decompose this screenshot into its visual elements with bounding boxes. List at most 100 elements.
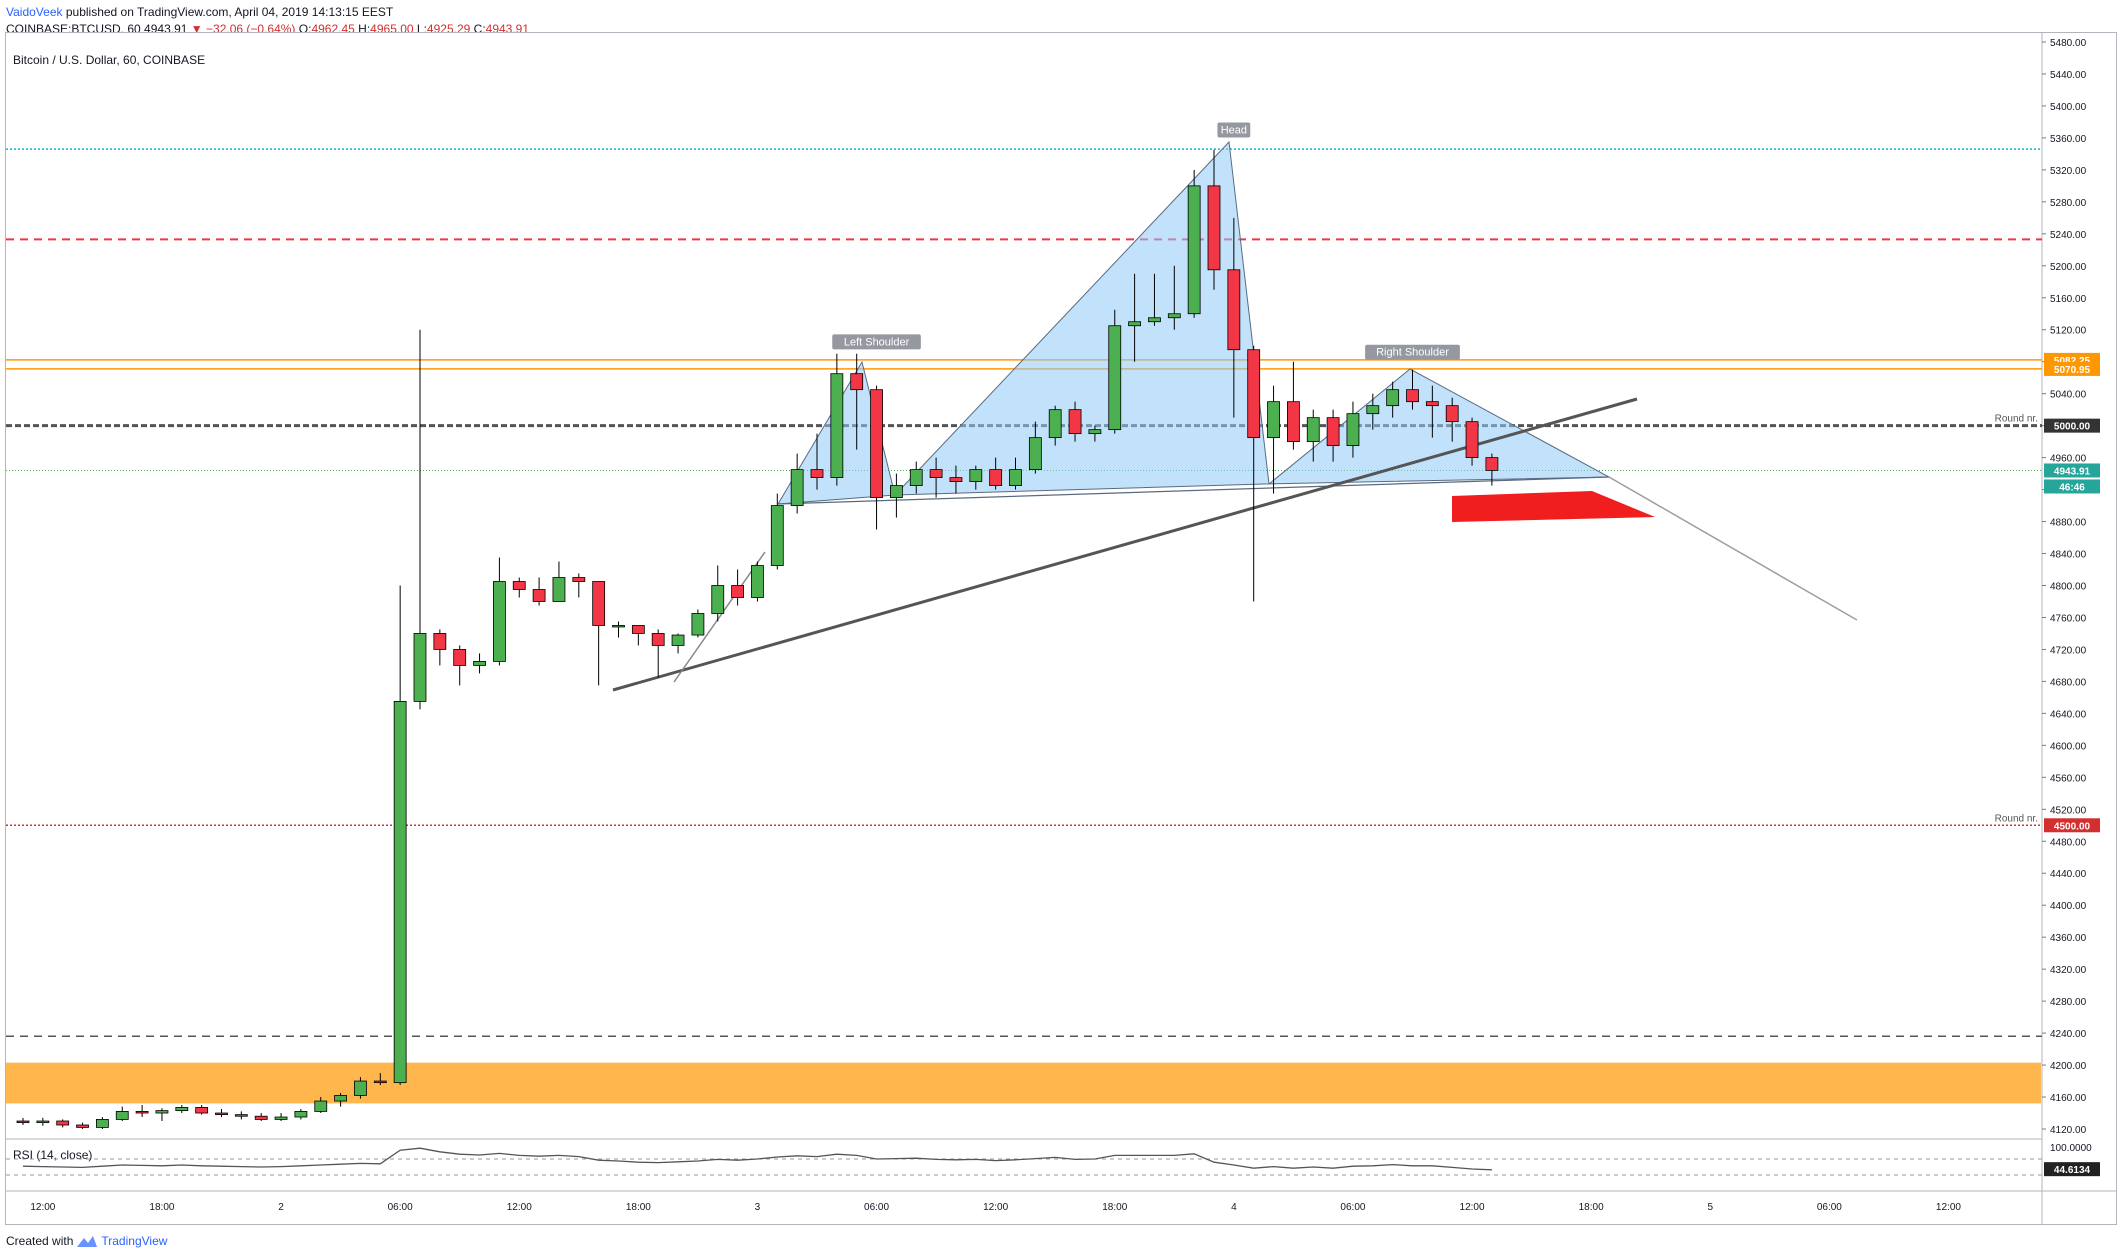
candle-body-38 bbox=[770, 505, 784, 566]
rsi-title: RSI (14, close) bbox=[13, 1148, 92, 1162]
author-link[interactable]: VaidoVeek bbox=[6, 5, 63, 19]
candle-body-69 bbox=[1386, 389, 1400, 407]
rsi-last-label: 44.6134 bbox=[2054, 1165, 2091, 1176]
support-zone bbox=[6, 1062, 2041, 1104]
level-tag-3: Round nr. bbox=[1995, 813, 2038, 824]
candle-body-9 bbox=[195, 1107, 209, 1114]
tradingview-brand[interactable]: TradingView bbox=[101, 1234, 168, 1248]
candle-body-12 bbox=[254, 1115, 268, 1120]
candle-body-73 bbox=[1465, 421, 1479, 459]
time-tick-3: 06:00 bbox=[388, 1202, 413, 1213]
candles-layer bbox=[16, 149, 1499, 1130]
publish-info: VaidoVeek published on TradingView.com, … bbox=[6, 5, 393, 19]
level-label-3: 4500.00 bbox=[2054, 821, 2091, 832]
candle-body-29 bbox=[592, 581, 606, 626]
candle-body-21 bbox=[433, 633, 447, 650]
price-tick-19: 4880.00 bbox=[2050, 518, 2087, 529]
candle-body-53 bbox=[1068, 409, 1082, 435]
price-tick-18: 4840.00 bbox=[2050, 550, 2087, 561]
level-tag-2: Round nr. bbox=[1995, 414, 2038, 425]
candle-body-39 bbox=[790, 469, 804, 506]
countdown-label: 46:46 bbox=[2059, 482, 2085, 493]
candle-body-2 bbox=[56, 1120, 70, 1126]
target-shape bbox=[1452, 491, 1655, 522]
candle-body-0 bbox=[16, 1120, 30, 1124]
level-label-1-bg bbox=[2044, 361, 2100, 376]
candle-body-10 bbox=[215, 1112, 228, 1116]
time-tick-16: 12:00 bbox=[1936, 1202, 1961, 1213]
tradingview-logo-icon bbox=[77, 1236, 98, 1247]
pattern-label-0: Left Shoulder bbox=[844, 336, 910, 348]
time-tick-12: 12:00 bbox=[1460, 1202, 1485, 1213]
candle-body-4 bbox=[96, 1119, 109, 1128]
time-axis[interactable]: 12:00 18:00 2 06:00 12:00 18:00 3 06:00 12:00 18:… bbox=[30, 1202, 1961, 1213]
price-tick-8: 4440.00 bbox=[2050, 869, 2087, 880]
time-tick-9: 18:00 bbox=[1102, 1202, 1127, 1213]
price-tick-28: 5240.00 bbox=[2050, 230, 2087, 241]
rsi-tick-0: 100.0000 bbox=[2050, 1143, 2092, 1154]
last-price-label: 4943.91 bbox=[2054, 466, 2091, 477]
time-tick-7: 06:00 bbox=[864, 1202, 889, 1213]
candle-body-8 bbox=[175, 1107, 189, 1112]
chart-area[interactable]: Bitcoin / U.S. Dollar, 60, COINBASE RSI … bbox=[5, 32, 2117, 1225]
price-tick-12: 4600.00 bbox=[2050, 741, 2087, 752]
candle-body-24 bbox=[492, 581, 506, 662]
candle-body-55 bbox=[1108, 325, 1122, 431]
price-tick-32: 5400.00 bbox=[2050, 102, 2087, 113]
publish-text: published on TradingView.com, April 04, … bbox=[65, 5, 394, 19]
price-axis[interactable]: 4120.00 4160.00 4200.00 4240.00 4280.00 4320.… bbox=[2042, 38, 2092, 1154]
time-tick-4: 12:00 bbox=[507, 1202, 532, 1213]
rsi-layer bbox=[6, 1147, 2042, 1176]
candle-body-74 bbox=[1485, 457, 1499, 471]
candle-body-48 bbox=[969, 469, 983, 482]
candle-body-68 bbox=[1366, 405, 1380, 415]
level-label-1: 5070.95 bbox=[2054, 365, 2091, 376]
chart-title: Bitcoin / U.S. Dollar, 60, COINBASE bbox=[13, 53, 205, 67]
candle-body-1 bbox=[36, 1120, 50, 1124]
candle-body-15 bbox=[314, 1100, 328, 1112]
candle-body-16 bbox=[334, 1095, 348, 1102]
candle-body-31 bbox=[631, 625, 645, 634]
pattern-label-1: Head bbox=[1221, 125, 1247, 137]
down-arrow-icon: ▼ bbox=[190, 22, 203, 36]
candle-body-17 bbox=[354, 1080, 367, 1096]
candle-body-66 bbox=[1326, 417, 1340, 447]
time-tick-11: 06:00 bbox=[1340, 1202, 1365, 1213]
candle-body-46 bbox=[929, 469, 943, 478]
candle-body-14 bbox=[294, 1111, 308, 1118]
price-tick-33: 5440.00 bbox=[2050, 70, 2087, 81]
candle-body-40 bbox=[810, 469, 824, 478]
candle-body-5 bbox=[115, 1111, 129, 1120]
candle-body-37 bbox=[751, 565, 764, 598]
price-tick-27: 5200.00 bbox=[2050, 262, 2087, 273]
neckline-lower bbox=[777, 476, 1610, 505]
last-price-label-bg bbox=[2044, 463, 2100, 478]
candle-body-49 bbox=[989, 469, 1003, 486]
annotations-layer: Left Shoulder Head Right Shoulder bbox=[832, 122, 1460, 360]
candle-body-43 bbox=[870, 389, 883, 498]
rsi-last-label-bg bbox=[2044, 1162, 2100, 1177]
candle-body-28 bbox=[572, 577, 586, 582]
price-tick-17: 4800.00 bbox=[2050, 582, 2087, 593]
price-tick-14: 4680.00 bbox=[2050, 677, 2087, 688]
zones-layer bbox=[6, 1062, 2041, 1104]
candle-body-45 bbox=[909, 469, 923, 486]
footer: Created with TradingView bbox=[6, 1234, 167, 1248]
level-label-3-bg bbox=[2044, 818, 2100, 833]
price-tick-34: 5480.00 bbox=[2050, 38, 2087, 49]
candle-body-22 bbox=[453, 649, 467, 666]
chart-border bbox=[5, 32, 2117, 1225]
candle-body-70 bbox=[1406, 389, 1419, 403]
candle-body-50 bbox=[1009, 469, 1022, 486]
candle-body-19 bbox=[393, 700, 407, 1084]
price-tick-26: 5160.00 bbox=[2050, 294, 2087, 305]
price-tick-4: 4280.00 bbox=[2050, 997, 2087, 1008]
price-tick-29: 5280.00 bbox=[2050, 198, 2087, 209]
candle-body-59 bbox=[1187, 185, 1201, 315]
pattern-label-bg-1 bbox=[1217, 122, 1251, 138]
time-tick-14: 5 bbox=[1707, 1202, 1713, 1213]
price-tick-6: 4360.00 bbox=[2050, 933, 2087, 944]
pattern-label-bg-2 bbox=[1365, 344, 1460, 360]
price-tick-21: 4960.00 bbox=[2050, 454, 2087, 465]
